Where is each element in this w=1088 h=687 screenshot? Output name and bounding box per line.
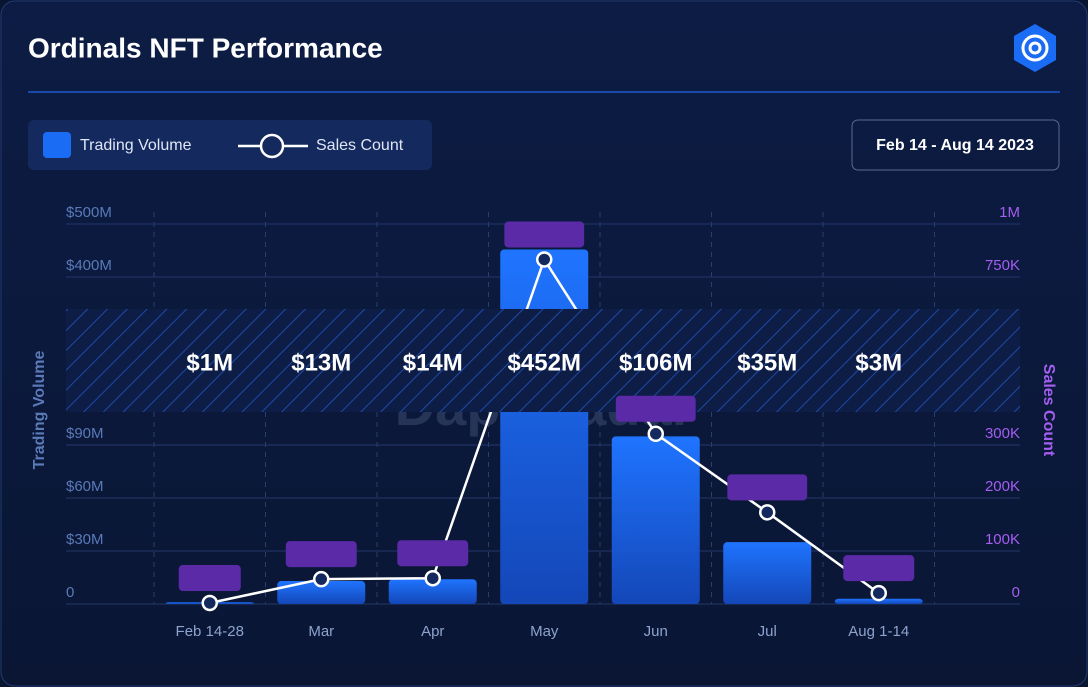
y2-tick-label: 300K xyxy=(985,425,1020,442)
point-label-bg xyxy=(397,540,469,567)
sales-point xyxy=(647,425,664,443)
y-tick-label: $500M xyxy=(66,204,112,221)
y-tick-label: 0 xyxy=(66,584,74,601)
y-axis-label: Trading Volume xyxy=(31,350,48,469)
bar-value-label: $1M xyxy=(186,349,233,376)
sales-point xyxy=(870,584,887,602)
bar-value-label: $3M xyxy=(855,349,902,376)
sales-point xyxy=(201,594,218,612)
x-tick-label: Apr xyxy=(421,623,444,640)
y2-tick-label: 0 xyxy=(1012,584,1020,601)
point-label: 20,571 xyxy=(843,555,915,582)
bar xyxy=(277,581,366,604)
point-label-bg xyxy=(178,564,241,591)
x-tick-label: Mar xyxy=(308,623,334,640)
point-label: 46,871 xyxy=(285,541,357,568)
y-tick-label: $90M xyxy=(66,425,104,442)
bar xyxy=(834,598,923,604)
axis-break xyxy=(66,309,1020,412)
sales-point xyxy=(759,504,776,521)
logo xyxy=(1014,24,1056,72)
date-range: Feb 14 - Aug 14 2023 xyxy=(876,137,1034,154)
chart-title: Ordinals NFT Performance xyxy=(28,32,383,63)
y2-axis-label: Sales Count xyxy=(1040,364,1057,457)
y-tick-label: $30M xyxy=(66,531,104,548)
bar xyxy=(500,249,589,604)
date-badge[interactable] xyxy=(851,119,1060,171)
point-label-bg xyxy=(843,555,915,582)
point-label-bg xyxy=(615,395,696,422)
y-tick-label: $400M xyxy=(66,257,112,274)
bar xyxy=(723,542,812,604)
legend-marker xyxy=(259,133,285,159)
point-label-bg xyxy=(504,221,585,248)
sales-point xyxy=(313,570,330,588)
bar-value-label: $13M xyxy=(291,349,351,376)
sales-point xyxy=(424,569,441,587)
x-tick-label: May xyxy=(530,623,559,640)
y-tick-label: $60M xyxy=(66,478,104,495)
point-label: 832,648 xyxy=(504,221,585,248)
point-label-bg xyxy=(727,474,808,501)
point-label: 330,121 xyxy=(615,395,696,422)
point-label: 1,898 xyxy=(178,564,241,591)
y2-tick-label: 100K xyxy=(985,531,1020,548)
bar-value-label: $452M xyxy=(508,349,581,376)
point-label: 48,621 xyxy=(397,540,469,567)
y2-tick-label: 200K xyxy=(985,478,1020,495)
bar-value-label: $35M xyxy=(737,349,797,376)
point-label: 172,956 xyxy=(727,474,808,501)
legend-box xyxy=(28,120,432,170)
bar xyxy=(611,436,700,604)
point-label-bg xyxy=(285,541,357,568)
x-tick-label: Aug 1-14 xyxy=(848,623,909,640)
x-tick-label: Jul xyxy=(758,623,777,640)
bar-value-label: $106M xyxy=(619,349,692,376)
y2-tick-label: 750K xyxy=(985,257,1020,274)
legend-label: Sales Count xyxy=(316,137,404,154)
bar-value-label: $14M xyxy=(403,349,463,376)
x-tick-label: Jun xyxy=(644,623,668,640)
x-tick-label: Feb 14-28 xyxy=(176,623,244,640)
legend-swatch xyxy=(43,132,71,158)
legend-label: Trading Volume xyxy=(80,137,192,154)
y2-tick-label: 1M xyxy=(999,204,1020,221)
sales-point xyxy=(536,251,553,268)
bar xyxy=(388,579,477,604)
